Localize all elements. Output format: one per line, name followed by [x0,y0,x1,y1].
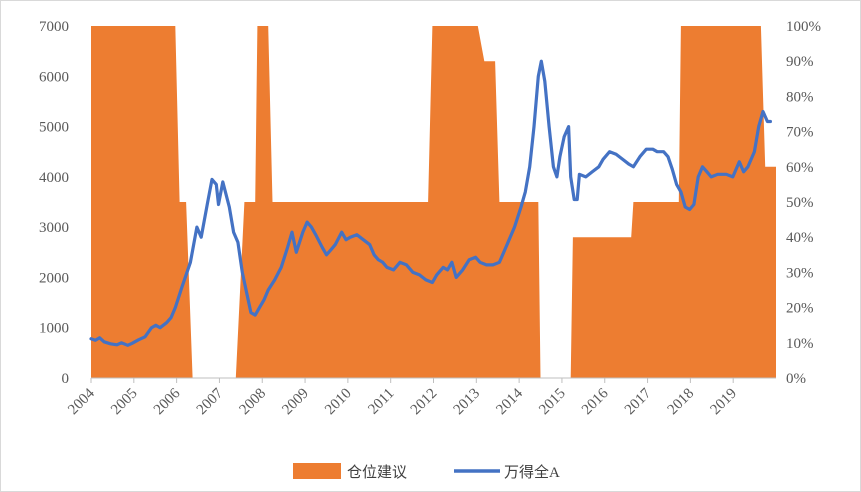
series-area-position [91,26,776,378]
y-right-tick-label: 70% [786,125,814,141]
x-tick-label: 2016 [579,385,612,418]
y-left-tick-label: 0 [62,371,70,387]
x-tick-label: 2008 [237,386,270,419]
legend-label-line: 万得全A [504,463,560,481]
x-tick-label: 2004 [65,385,98,418]
y-left-tick-label: 5000 [39,120,69,136]
series-line-index [89,59,772,347]
y-left-tick-label: 2000 [39,270,69,286]
y-right-tick-label: 80% [786,89,814,105]
x-tick-label: 2019 [707,386,740,419]
y-right-tick-label: 10% [786,336,814,352]
y-right-tick-label: 50% [786,195,814,211]
x-tick-label: 2007 [194,385,227,418]
y-right-tick-label: 90% [786,54,814,70]
y-right-tick-label: 60% [786,160,814,176]
y-right-tick-label: 40% [786,230,814,246]
y-left-tick-label: 6000 [39,69,69,85]
x-tick-label: 2014 [493,385,526,418]
x-tick-label: 2009 [279,386,312,419]
x-tick-label: 2006 [151,385,184,418]
x-tick-label: 2013 [451,386,484,419]
x-tick-label: 2010 [322,386,355,419]
y-left-tick-label: 3000 [39,220,69,236]
y-right-tick-label: 100% [786,19,821,35]
legend-swatch-area [293,463,341,479]
x-tick-label: 2005 [108,386,141,419]
y-left-tick-label: 7000 [39,19,69,35]
x-tick-label: 2017 [622,385,655,418]
legend-label-area: 仓位建议 [347,464,407,481]
plot-area [89,26,776,378]
y-right-tick-label: 0% [786,371,806,387]
x-tick-label: 2018 [665,386,698,419]
y-right-tick-label: 20% [786,301,814,317]
x-tick-label: 2015 [536,386,569,419]
y-left-tick-label: 4000 [39,170,69,186]
y-right-tick-label: 30% [786,265,814,281]
x-tick-label: 2011 [365,386,397,418]
y-left-tick-label: 1000 [39,321,69,337]
x-tick-label: 2012 [408,386,441,419]
legend: 仓位建议 万得全A [293,463,560,481]
